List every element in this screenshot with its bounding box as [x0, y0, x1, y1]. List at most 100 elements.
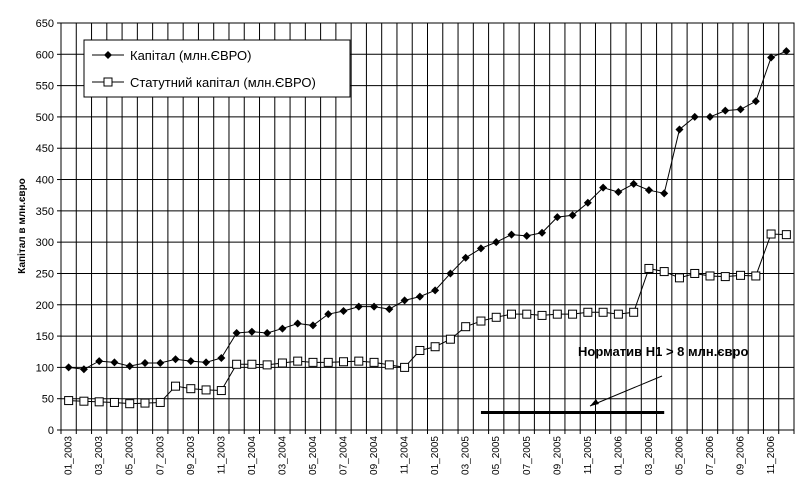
- marker-diamond: [247, 327, 256, 336]
- marker-diamond: [538, 228, 547, 237]
- x-tick-label: 11_2005: [583, 436, 594, 475]
- y-tick-label: 300: [36, 237, 54, 249]
- x-tick-label: 07_2006: [705, 436, 716, 475]
- marker-square: [354, 356, 364, 366]
- x-tick-label: 11_2004: [400, 436, 411, 475]
- marker-diamond: [217, 353, 226, 362]
- x-tick-label: 03_2005: [461, 436, 472, 475]
- x-tick-label: 01_2005: [430, 436, 441, 475]
- marker-diamond: [644, 186, 653, 195]
- marker-diamond: [660, 189, 669, 198]
- y-tick-label: 400: [36, 175, 54, 187]
- y-tick-label: 600: [36, 49, 54, 61]
- marker-diamond: [263, 328, 272, 337]
- marker-diamond: [568, 211, 577, 220]
- marker-diamond: [431, 286, 440, 295]
- plot-border: [60, 22, 795, 431]
- marker-square: [690, 268, 700, 278]
- marker-square: [613, 309, 623, 319]
- marker-diamond: [95, 357, 104, 366]
- marker-diamond: [400, 296, 409, 305]
- x-tick-label: 03_2004: [277, 436, 288, 475]
- marker-diamond: [104, 51, 112, 59]
- y-tick-label: 0: [48, 425, 54, 437]
- marker-square: [308, 357, 318, 367]
- marker-square: [103, 77, 113, 87]
- marker-diamond: [79, 365, 88, 374]
- y-tick-label: 50: [42, 394, 54, 406]
- marker-diamond: [614, 188, 623, 197]
- arrow-head: [590, 399, 599, 406]
- marker-square: [583, 307, 593, 317]
- x-tick-label: 01_2004: [247, 436, 258, 475]
- marker-diamond: [583, 198, 592, 207]
- x-tick-label: 05_2005: [491, 436, 502, 475]
- marker-diamond: [446, 269, 455, 278]
- marker-square: [537, 310, 547, 320]
- marker-diamond: [721, 106, 730, 115]
- marker-diamond: [110, 358, 119, 367]
- marker-diamond: [476, 244, 485, 253]
- marker-square: [262, 360, 272, 370]
- marker-square: [186, 384, 196, 394]
- x-tick-label: 01_2003: [64, 436, 75, 475]
- marker-diamond: [461, 253, 470, 262]
- marker-diamond: [293, 319, 302, 328]
- marker-square: [277, 358, 287, 368]
- marker-square: [674, 273, 684, 283]
- marker-diamond: [553, 213, 562, 222]
- marker-diamond: [690, 112, 699, 121]
- y-tick-label: 650: [36, 18, 54, 30]
- x-tick-label: 05_2003: [125, 436, 136, 475]
- marker-diamond: [492, 238, 501, 247]
- marker-square: [522, 309, 532, 319]
- marker-square: [598, 307, 608, 317]
- x-tick-label: 09_2005: [552, 436, 563, 475]
- x-tick-label: 01_2006: [613, 436, 624, 475]
- marker-diamond: [706, 112, 715, 121]
- marker-square: [64, 396, 74, 406]
- marker-square: [323, 357, 333, 367]
- marker-square: [201, 385, 211, 395]
- marker-square: [94, 397, 104, 407]
- marker-diamond: [324, 310, 333, 319]
- marker-square: [766, 229, 776, 239]
- marker-diamond: [675, 125, 684, 134]
- marker-square: [491, 312, 501, 322]
- marker-diamond: [751, 97, 760, 106]
- marker-diamond: [415, 292, 424, 301]
- marker-diamond: [629, 179, 638, 188]
- marker-square: [781, 230, 791, 240]
- marker-square: [705, 271, 715, 281]
- x-tick-label: 09_2006: [736, 436, 747, 475]
- marker-square: [461, 322, 471, 332]
- marker-diamond: [736, 105, 745, 114]
- marker-square: [293, 356, 303, 366]
- marker-square: [216, 386, 226, 396]
- marker-diamond: [186, 357, 195, 366]
- x-tick-label: 07_2003: [155, 436, 166, 475]
- marker-diamond: [370, 302, 379, 311]
- x-tick-label: 11_2003: [216, 436, 227, 475]
- marker-diamond: [507, 230, 516, 239]
- marker-square: [751, 271, 761, 281]
- marker-square: [644, 263, 654, 273]
- marker-square: [430, 342, 440, 352]
- marker-diamond: [599, 183, 608, 192]
- marker-square: [109, 397, 119, 407]
- marker-diamond: [522, 231, 531, 240]
- x-tick-label: 05_2006: [674, 436, 685, 475]
- y-tick-label: 250: [36, 268, 54, 280]
- y-tick-label: 500: [36, 112, 54, 124]
- marker-square: [79, 396, 89, 406]
- marker-diamond: [354, 302, 363, 311]
- x-tick-label: 03_2003: [94, 436, 105, 475]
- marker-square: [339, 357, 349, 367]
- marker-square: [445, 334, 455, 344]
- marker-diamond: [171, 355, 180, 364]
- x-tick-label: 05_2004: [308, 436, 319, 475]
- marker-square: [171, 381, 181, 391]
- marker-diamond: [140, 359, 149, 368]
- marker-square: [369, 357, 379, 367]
